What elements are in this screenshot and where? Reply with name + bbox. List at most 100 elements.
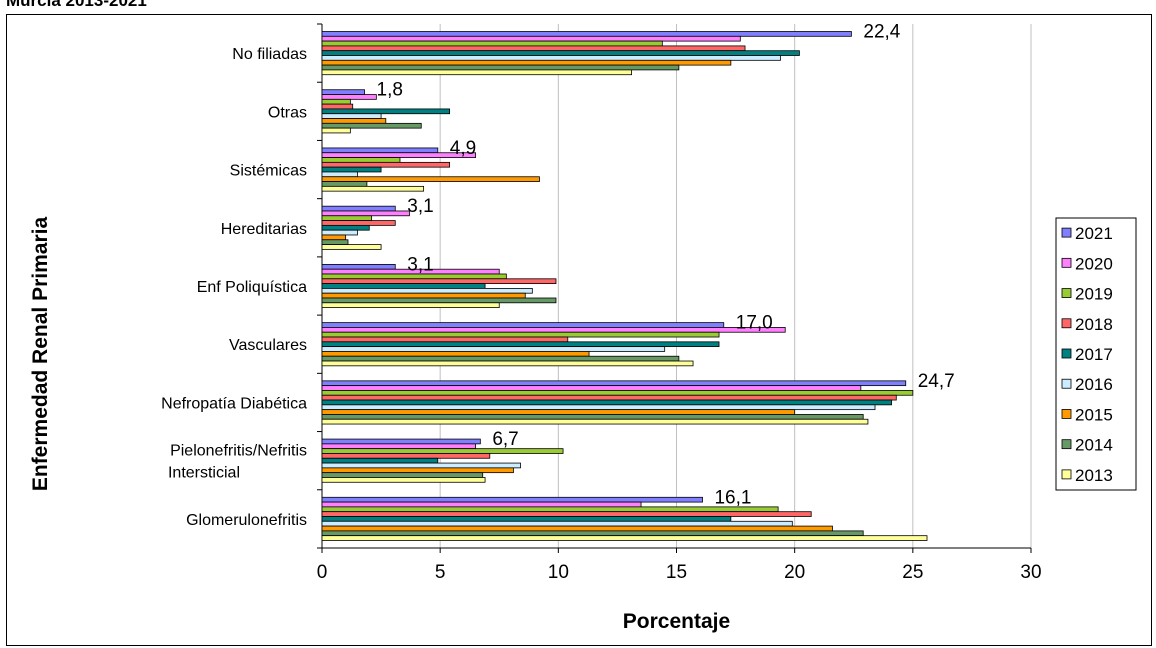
bar-2020-3 [321,210,410,217]
bar-2021-5 [321,322,725,328]
bar-2017-2 [321,166,382,173]
bar-2019-1 [321,98,351,105]
legend-swatch-2020 [1061,257,1072,268]
legend-swatch-2016 [1061,378,1072,389]
bar-2014-4 [321,297,557,304]
legend-label-2015: 2015 [1075,405,1113,424]
legend-label-2013: 2013 [1075,466,1113,485]
category-label-4-0: Enf Poliquística [197,279,307,296]
data-label-5: 17,0 [736,313,773,334]
bar-2014-5 [321,355,680,362]
category-label-5-0: Vasculares [229,337,307,354]
bar-2016-7 [321,462,521,469]
bar-2021-0 [321,31,852,37]
legend-label-2020: 2020 [1075,254,1113,273]
bar-2018-6 [321,394,897,401]
legend-swatch-2017 [1061,348,1072,359]
data-label-1: 1,8 [377,80,403,101]
data-label-2: 4,9 [450,138,476,159]
bar-2013-2 [321,185,425,192]
x-tick-label-25: 25 [902,562,923,583]
bar-2018-2 [321,161,451,168]
bar-2016-3 [321,229,358,236]
bar-2019-0 [321,40,663,47]
category-label-8-0: Glomerulonefritis [186,512,307,529]
bar-2021-2 [321,147,439,154]
bar-2016-4 [321,287,533,294]
bar-2016-0 [321,55,781,61]
bar-2020-0 [321,35,741,42]
legend-label-2019: 2019 [1075,285,1113,304]
x-tick-label-0: 0 [317,562,328,583]
x-tick-label-30: 30 [1020,562,1041,583]
legend-label-2014: 2014 [1075,436,1113,455]
chart-title-fragment: Murcia 2013-2021 [6,0,147,10]
data-label-8: 16,1 [714,487,751,508]
bar-2013-8 [321,535,928,541]
bar-2015-7 [321,467,514,474]
category-label-3-0: Hereditarias [221,221,307,238]
bar-2013-0 [321,69,632,76]
chart-frame [6,14,1152,646]
legend-swatch-2019 [1061,288,1072,298]
bar-2013-4 [321,302,500,308]
legend-swatch-2015 [1061,409,1072,419]
bar-2015-0 [321,59,732,66]
bar-2016-2 [321,171,358,178]
data-label-4: 3,1 [407,254,433,275]
data-label-7: 6,7 [492,429,518,450]
bar-2018-3 [321,220,396,226]
x-tick-label-20: 20 [784,562,805,583]
bar-2017-7 [321,457,439,464]
legend-label-2017: 2017 [1075,345,1113,364]
category-label-1-0: Otras [268,104,307,121]
bar-2018-7 [321,453,491,459]
bar-2013-1 [321,127,351,134]
x-tick-label-15: 15 [666,562,687,583]
category-label-2-0: Sistémicas [230,163,307,180]
bar-2019-2 [321,157,401,163]
bar-2020-5 [321,327,786,333]
bar-2015-6 [321,409,796,415]
bar-2017-4 [321,283,486,289]
bar-2018-8 [321,511,812,517]
bar-2013-3 [321,244,382,250]
bar-2014-6 [321,414,864,420]
bar-2013-6 [321,418,869,425]
bar-2014-0 [321,64,680,71]
category-label-6-0: Nefropatía Diabética [161,395,307,412]
bar-2019-3 [321,215,373,221]
bar-2014-2 [321,181,368,187]
bar-2020-7 [321,443,477,450]
legend-swatch-2014 [1061,439,1072,450]
bar-2015-5 [321,351,590,357]
bar-2014-7 [321,472,484,478]
bar-2017-8 [321,516,732,522]
legend-swatch-2021 [1061,227,1072,238]
bar-2017-0 [321,50,800,56]
y-axis-label: Enfermedad Renal Primaria [29,217,52,492]
bar-2020-8 [321,501,642,508]
category-label-7-0: Pielonefritis/Nefritis [170,443,307,460]
bar-2015-1 [321,118,387,124]
bar-2016-6 [321,404,876,411]
data-label-3: 3,1 [407,196,433,217]
bar-2013-5 [321,360,694,367]
data-label-0: 22,4 [863,22,900,43]
bar-2018-1 [321,103,354,110]
bar-2021-3 [321,205,396,212]
bar-2018-0 [321,45,746,52]
x-tick-label-5: 5 [435,562,446,583]
bar-2016-1 [321,113,382,119]
bar-2021-8 [321,496,703,503]
bar-2020-6 [321,385,862,391]
bar-2013-7 [321,477,486,483]
legend-label-2016: 2016 [1075,375,1113,394]
data-label-6: 24,7 [918,371,955,392]
category-label-7-1: Intersticial [168,465,240,482]
bar-2021-4 [321,263,396,270]
bar-2021-6 [321,380,907,387]
bar-2021-1 [321,89,365,95]
bar-2018-4 [321,278,557,284]
